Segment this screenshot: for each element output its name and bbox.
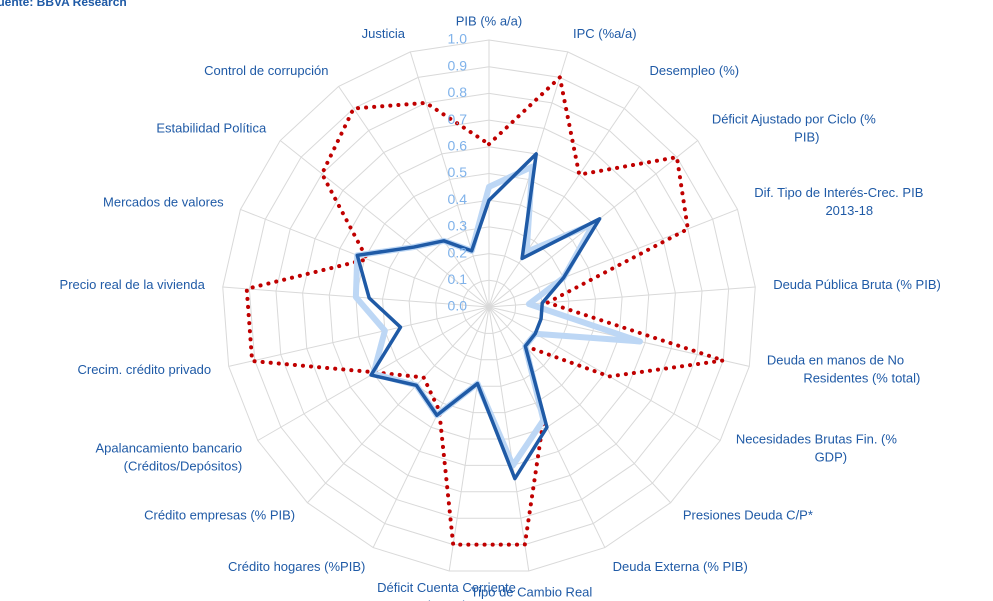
r-tick-label: 0.9 xyxy=(448,57,468,73)
r-tick-label: 0.5 xyxy=(448,164,468,180)
category-label: Crédito empresas (% PIB) xyxy=(144,507,295,522)
category-label: Apalancamiento bancario (Créditos/Depósit… xyxy=(95,441,242,474)
r-tick-label: 0.8 xyxy=(448,84,468,100)
grid-ring xyxy=(435,253,543,361)
r-tick-label: 0.0 xyxy=(448,298,468,314)
r-tick-label: 0.6 xyxy=(448,138,468,154)
category-label: Precio real de la vivienda xyxy=(60,277,206,292)
r-tick-label: 0.7 xyxy=(448,111,468,127)
spoke xyxy=(372,306,490,548)
spoke xyxy=(279,140,490,308)
category-label: Desempleo (%) xyxy=(650,63,740,78)
category-label: Déficit Cuenta Corriente(%PIB) xyxy=(377,580,516,601)
category-label: Justicia xyxy=(362,26,406,41)
spoke xyxy=(307,306,490,504)
series-line xyxy=(244,75,726,547)
spoke xyxy=(488,86,640,308)
spoke xyxy=(448,306,490,572)
spoke xyxy=(488,306,721,441)
grid-ring xyxy=(461,279,517,334)
spoke xyxy=(240,208,490,308)
r-tick-label: 0.3 xyxy=(448,218,468,234)
series-line xyxy=(355,152,602,481)
spoke xyxy=(409,51,490,308)
grid xyxy=(222,39,756,572)
grid-ring xyxy=(302,119,676,493)
category-label: Deuda en manos de No Residentes (% total) xyxy=(767,353,921,386)
category-label: Tipo de Cambio Real xyxy=(471,584,593,599)
r-tick-label: 0.4 xyxy=(448,191,468,207)
category-label: Crédito hogares (%PIB) xyxy=(228,559,365,574)
spoke xyxy=(488,306,671,504)
grid-ring xyxy=(408,226,570,387)
grid-ring xyxy=(355,172,623,440)
category-label: Crecim. crédito privado xyxy=(77,362,211,377)
spoke xyxy=(488,306,530,572)
category-label: PIB (% a/a) xyxy=(456,13,522,28)
spoke xyxy=(338,86,490,308)
category-label: Control de corrupción xyxy=(204,63,328,78)
spoke xyxy=(228,306,490,367)
r-tick-label: 1.0 xyxy=(448,31,468,47)
category-label: IPC (%a/a) xyxy=(573,26,637,41)
category-label: Necesidades Brutas Fin. (% GDP) xyxy=(736,432,898,465)
r-tick-label: 0.1 xyxy=(448,271,468,287)
category-label: Presiones Deuda C/P* xyxy=(683,507,813,522)
source: Fuente: BBVA Research xyxy=(0,0,127,9)
category-label: Déficit Ajustado por Ciclo (% PIB) xyxy=(712,112,876,145)
category-label: Mercados de valores xyxy=(103,194,224,209)
category-label: Deuda Externa (% PIB) xyxy=(613,559,748,574)
spoke xyxy=(488,51,569,308)
grid-ring xyxy=(222,39,756,572)
category-label: Deuda Pública Bruta (% PIB) xyxy=(773,277,941,292)
grid-ring xyxy=(248,66,730,546)
category-label: Dif. Tipo de Interés-Crec. PIB 2013-18 xyxy=(754,185,923,218)
spoke xyxy=(488,208,738,308)
category-label: Estabilidad Política xyxy=(156,121,267,136)
grid-ring xyxy=(275,92,703,519)
r-tick-label: 0.2 xyxy=(448,244,468,260)
